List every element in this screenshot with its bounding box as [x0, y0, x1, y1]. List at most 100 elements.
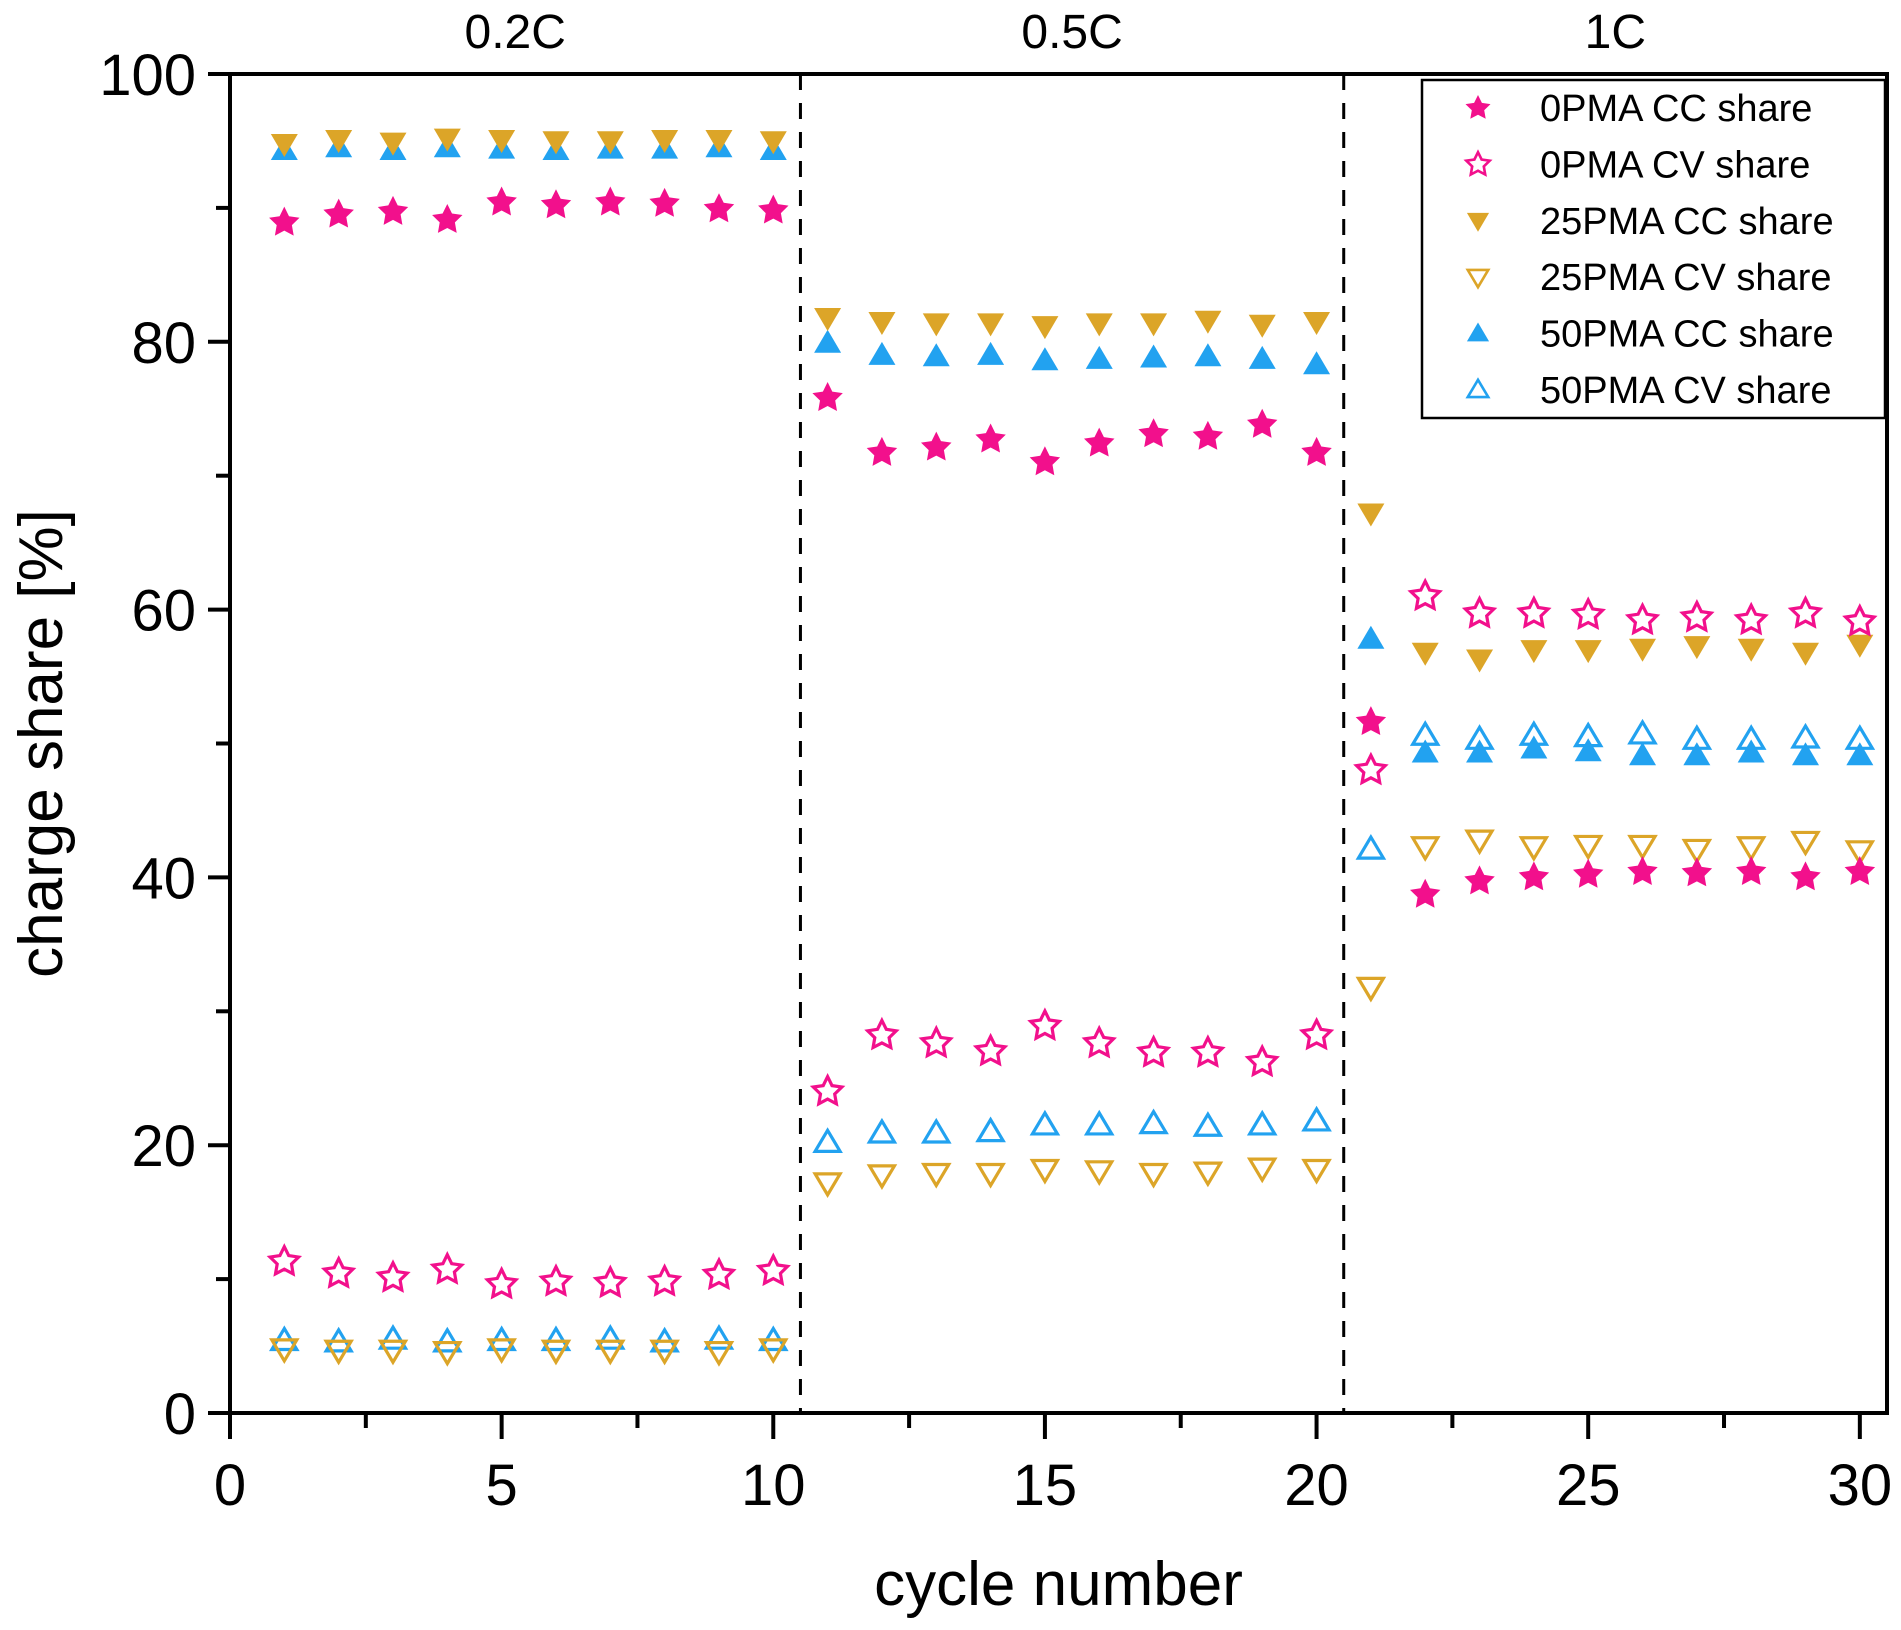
point-25PMA-CC-share-x2	[325, 129, 353, 153]
point-0PMA-CV-share-x16	[1081, 1024, 1117, 1059]
legend-box	[1420, 78, 1887, 420]
point-25PMA-CC-share-x4	[433, 128, 461, 152]
point-25PMA-CC-share-x7	[596, 131, 624, 155]
point-0PMA-CV-share-x19	[1244, 1043, 1280, 1078]
point-0PMA-CC-share-x9	[703, 193, 735, 223]
point-25PMA-CV-share-x29	[1790, 830, 1821, 857]
x-axis-tick-label: 25	[1556, 1453, 1621, 1518]
point-0PMA-CC-share-x17	[1138, 418, 1169, 448]
point-50PMA-CV-share-x16	[1083, 1109, 1115, 1136]
point-0PMA-CC-share-x5	[486, 186, 517, 216]
point-50PMA-CV-share-x15	[1029, 1109, 1061, 1136]
point-25PMA-CC-share-x24	[1520, 640, 1548, 664]
point-25PMA-CV-share-x3	[377, 1339, 409, 1366]
point-25PMA-CC-share-x1	[270, 133, 298, 157]
point-0PMA-CC-share-x4	[432, 204, 463, 233]
point-25PMA-CV-share-x11	[812, 1172, 843, 1198]
point-50PMA-CC-share-x27	[1683, 742, 1711, 766]
point-0PMA-CV-share-x22	[1407, 577, 1443, 612]
point-0PMA-CV-share-x21	[1353, 751, 1389, 786]
point-0PMA-CV-share-x12	[864, 1016, 900, 1051]
point-25PMA-CV-share-x12	[866, 1164, 898, 1190]
point-25PMA-CV-share-x30	[1844, 840, 1876, 866]
point-0PMA-CC-share-x23	[1464, 865, 1495, 895]
x-axis-title: cycle number	[874, 1550, 1243, 1619]
point-25PMA-CC-share-x20	[1303, 312, 1331, 336]
legend-marker-25PMA-CV-share	[1465, 268, 1491, 290]
point-50PMA-CC-share-x23	[1466, 739, 1494, 763]
point-50PMA-CC-share-x15	[1031, 347, 1059, 371]
point-25PMA-CV-share-x23	[1464, 829, 1495, 856]
x-axis-tick-label: 30	[1828, 1453, 1893, 1518]
point-25PMA-CV-share-x8	[649, 1339, 680, 1366]
point-25PMA-CV-share-x26	[1627, 834, 1658, 861]
x-axis-tick-label: 0	[214, 1453, 246, 1518]
point-25PMA-CV-share-x4	[431, 1340, 463, 1367]
point-25PMA-CV-share-x24	[1518, 836, 1550, 862]
x-axis-tick-label: 5	[486, 1453, 518, 1518]
point-50PMA-CV-share-x9	[703, 1324, 735, 1350]
point-25PMA-CV-share-x19	[1246, 1157, 1278, 1184]
point-50PMA-CV-share-x17	[1138, 1108, 1169, 1135]
point-0PMA-CC-share-x13	[921, 431, 952, 461]
point-0PMA-CV-share-x20	[1298, 1016, 1335, 1051]
point-50PMA-CV-share-x13	[920, 1117, 952, 1144]
point-0PMA-CV-share-x24	[1516, 594, 1552, 629]
point-25PMA-CC-share-x22	[1411, 642, 1439, 666]
point-50PMA-CC-share-x25	[1574, 738, 1602, 762]
point-0PMA-CC-share-x30	[1844, 856, 1876, 885]
point-25PMA-CC-share-x26	[1629, 638, 1657, 662]
region-label-0.2C: 0.2C	[465, 6, 566, 59]
legend-label-25PMA-CV-share: 25PMA CV share	[1540, 257, 1831, 299]
point-0PMA-CV-share-x4	[429, 1251, 466, 1285]
point-0PMA-CC-share-x2	[323, 198, 354, 228]
y-axis-tick-label: 40	[131, 846, 196, 911]
point-25PMA-CC-share-x23	[1466, 649, 1494, 673]
point-0PMA-CV-share-x3	[375, 1259, 411, 1293]
y-axis-tick-label: 60	[131, 579, 196, 644]
point-0PMA-CV-share-x10	[755, 1252, 791, 1287]
point-25PMA-CC-share-x6	[542, 131, 570, 155]
legend-marker-0PMA-CV-share	[1463, 149, 1493, 177]
point-0PMA-CV-share-x28	[1733, 601, 1769, 636]
point-50PMA-CV-share-x11	[812, 1127, 843, 1153]
point-0PMA-CC-share-x29	[1790, 861, 1821, 891]
point-25PMA-CC-share-x19	[1248, 314, 1276, 338]
point-25PMA-CC-share-x13	[922, 313, 950, 337]
point-25PMA-CV-share-x9	[703, 1340, 735, 1367]
point-0PMA-CC-share-x25	[1573, 858, 1604, 888]
point-0PMA-CV-share-x1	[266, 1243, 303, 1277]
point-50PMA-CC-share-x30	[1846, 742, 1874, 766]
region-label-0.5C: 0.5C	[1021, 6, 1122, 59]
point-0PMA-CC-share-x3	[377, 195, 409, 225]
point-0PMA-CC-share-x11	[812, 382, 843, 411]
point-25PMA-CC-share-x30	[1846, 634, 1874, 658]
point-0PMA-CC-share-x18	[1192, 420, 1224, 450]
point-50PMA-CC-share-x11	[814, 329, 842, 353]
point-50PMA-CC-share-x29	[1792, 742, 1820, 766]
point-25PMA-CC-share-x18	[1194, 310, 1222, 334]
point-50PMA-CC-share-x12	[868, 341, 896, 365]
point-50PMA-CC-share-x13	[922, 343, 950, 367]
point-25PMA-CV-share-x2	[323, 1339, 354, 1366]
point-50PMA-CV-share-x4	[431, 1326, 463, 1353]
point-0PMA-CC-share-x27	[1681, 857, 1713, 887]
point-0PMA-CV-share-x29	[1787, 594, 1824, 629]
point-0PMA-CV-share-x9	[701, 1256, 737, 1291]
point-50PMA-CV-share-x12	[866, 1117, 898, 1144]
point-50PMA-CV-share-x18	[1192, 1111, 1224, 1137]
point-25PMA-CV-share-x17	[1138, 1162, 1169, 1189]
point-0PMA-CV-share-x6	[538, 1263, 574, 1297]
point-0PMA-CC-share-x28	[1736, 856, 1767, 885]
point-25PMA-CC-share-x25	[1574, 640, 1602, 664]
point-0PMA-CC-share-x22	[1410, 878, 1441, 908]
point-50PMA-CC-share-x26	[1629, 742, 1657, 766]
y-axis-title: charge share [%]	[7, 509, 76, 978]
point-0PMA-CC-share-x19	[1247, 408, 1278, 438]
point-50PMA-CC-share-x14	[977, 341, 1005, 365]
point-50PMA-CV-share-x14	[975, 1116, 1006, 1143]
y-axis-tick-label: 100	[99, 43, 196, 108]
point-0PMA-CV-share-x17	[1135, 1034, 1172, 1068]
